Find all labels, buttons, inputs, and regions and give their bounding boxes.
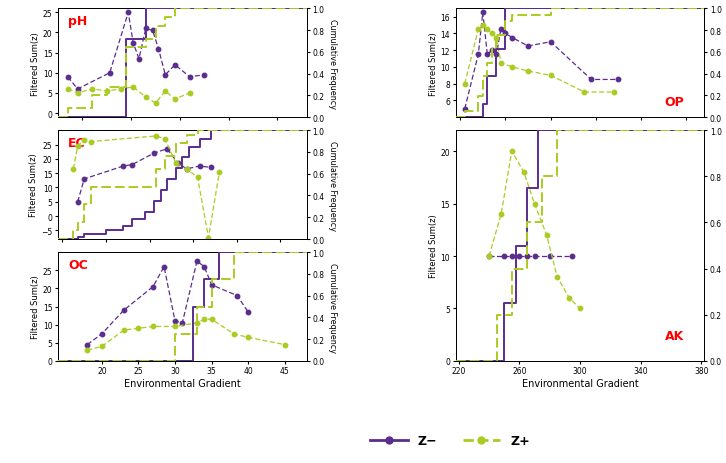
- Text: OP: OP: [664, 96, 685, 109]
- Y-axis label: Filtered Sum(z): Filtered Sum(z): [31, 32, 40, 95]
- Text: EC: EC: [68, 136, 86, 149]
- Y-axis label: Filtered Sum(z): Filtered Sum(z): [30, 153, 38, 217]
- X-axis label: Environmental Gradient: Environmental Gradient: [124, 378, 241, 388]
- Legend: Z−, Z+: Z−, Z+: [365, 429, 535, 452]
- Text: AK: AK: [665, 330, 685, 343]
- Y-axis label: Filtered Sum(z): Filtered Sum(z): [31, 275, 40, 338]
- Y-axis label: Cumulative Frequency: Cumulative Frequency: [327, 262, 337, 352]
- Y-axis label: Filtered Sum(z): Filtered Sum(z): [429, 214, 438, 278]
- X-axis label: Environmental Gradient: Environmental Gradient: [521, 378, 638, 388]
- Y-axis label: Cumulative Frequency: Cumulative Frequency: [327, 19, 337, 108]
- Text: pH: pH: [68, 15, 87, 28]
- Y-axis label: Filtered Sum(z): Filtered Sum(z): [429, 32, 438, 95]
- Text: OC: OC: [68, 258, 88, 271]
- Y-axis label: Cumulative Frequency: Cumulative Frequency: [327, 140, 337, 230]
